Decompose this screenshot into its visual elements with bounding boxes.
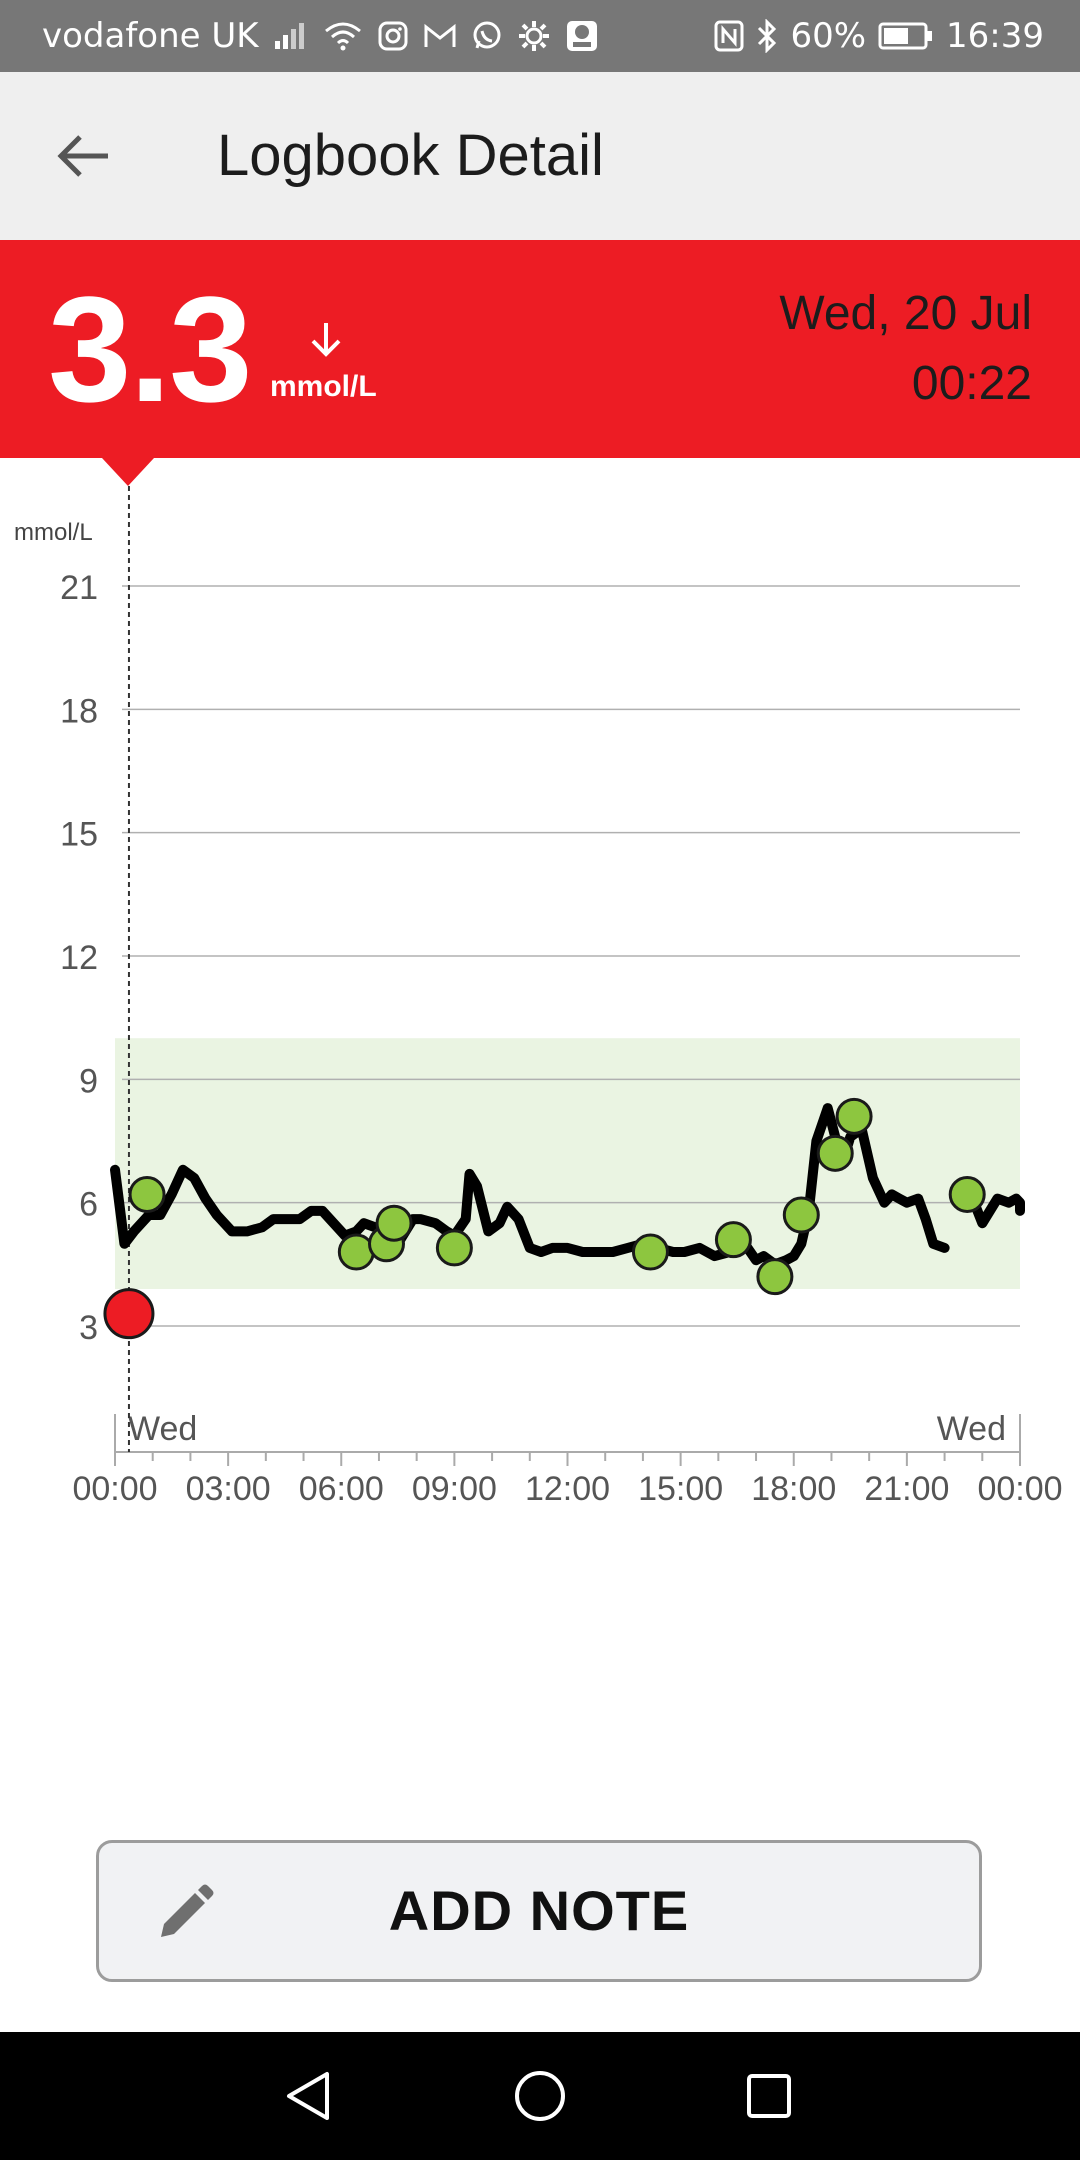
reading-date: Wed, 20 Jul — [779, 287, 1032, 340]
x-tick-label: 03:00 — [186, 1470, 271, 1508]
page-title: Logbook Detail — [217, 123, 604, 188]
status-right: 60% 16:39 — [714, 16, 1044, 56]
scan-point — [128, 1175, 166, 1213]
add-note-button[interactable]: ADD NOTE — [96, 1840, 982, 1982]
battery-icon — [878, 21, 934, 51]
add-note-label: ADD NOTE — [388, 1879, 690, 1942]
glucose-chart-svg: mmol/L 3 6 9 12 15 18 21 Wed Wed 00:00 03:00 06:00 09… — [14, 486, 1063, 1508]
day-label-end: Wed — [937, 1410, 1006, 1448]
day-label-start: Wed — [128, 1410, 197, 1448]
scan-point — [375, 1204, 413, 1242]
nav-home-button[interactable] — [470, 2032, 610, 2160]
y-tick-label: 18 — [60, 692, 98, 730]
y-tick-label: 9 — [79, 1062, 98, 1100]
x-tick-label: 00:00 — [72, 1470, 157, 1508]
back-button[interactable] — [42, 120, 126, 192]
nav-recents-button[interactable] — [699, 2032, 839, 2160]
status-left: vodafone UK — [42, 16, 599, 56]
nfc-icon — [714, 20, 744, 52]
y-tick-label: 3 — [79, 1309, 98, 1347]
scan-point — [756, 1258, 794, 1296]
scan-point — [337, 1233, 375, 1271]
glucose-unit: mmol/L — [270, 370, 377, 403]
y-tick-label: 12 — [60, 939, 98, 977]
scan-point — [948, 1175, 986, 1213]
x-tick-label: 06:00 — [299, 1470, 384, 1508]
status-bar: vodafone UK 60% — [0, 0, 1080, 72]
selected-reading-point — [103, 1288, 155, 1340]
app-bar: Logbook Detail — [0, 72, 1080, 240]
scan-point — [782, 1196, 820, 1234]
lidl-plus-icon — [565, 19, 599, 53]
pencil-icon — [161, 1884, 214, 1937]
scan-point — [631, 1233, 669, 1271]
settings-gear-icon — [517, 19, 551, 53]
scan-point — [714, 1221, 752, 1259]
y-tick-label: 15 — [60, 816, 98, 854]
reading-banner: 3.3 mmol/L Wed, 20 Jul 00:22 — [0, 240, 1080, 458]
home-circle-icon — [515, 2071, 565, 2121]
x-tick-label: 15:00 — [638, 1470, 723, 1508]
x-tick-label: 09:00 — [412, 1470, 497, 1508]
battery-percent: 60% — [790, 16, 867, 56]
arrow-down-icon — [311, 323, 341, 357]
gmail-icon — [423, 22, 457, 50]
clock: 16:39 — [946, 16, 1044, 56]
scan-point — [435, 1229, 473, 1267]
navigation-bar — [0, 2032, 1080, 2160]
glucose-chart[interactable]: mmol/L 3 6 9 12 15 18 21 Wed Wed 00:00 03:00 06:00 09… — [0, 486, 1080, 1526]
reading-time: 00:22 — [911, 357, 1032, 410]
carrier-name: vodafone UK — [42, 16, 259, 56]
x-tick-label: 12:00 — [525, 1470, 610, 1508]
arrow-left-icon — [57, 135, 108, 177]
x-tick-label: 00:00 — [977, 1470, 1062, 1508]
wifi-icon — [323, 21, 363, 51]
nav-back-button[interactable] — [239, 2032, 379, 2160]
instagram-icon — [377, 20, 409, 52]
recents-square-icon — [747, 2074, 791, 2118]
scan-point — [835, 1097, 873, 1135]
y-tick-label: 21 — [60, 569, 98, 607]
glucose-value: 3.3 — [48, 265, 253, 433]
y-tick-label: 6 — [79, 1186, 98, 1224]
banner-pointer — [102, 458, 154, 486]
glucose-trace-line — [110, 1103, 950, 1270]
back-triangle-icon — [287, 2072, 329, 2120]
bluetooth-icon — [756, 19, 778, 53]
signal-icon — [273, 21, 309, 51]
scan-point — [816, 1134, 854, 1172]
x-tick-label: 18:00 — [751, 1470, 836, 1508]
x-tick-label: 21:00 — [864, 1470, 949, 1508]
whatsapp-icon — [471, 20, 503, 52]
y-axis-unit-label: mmol/L — [14, 519, 93, 546]
